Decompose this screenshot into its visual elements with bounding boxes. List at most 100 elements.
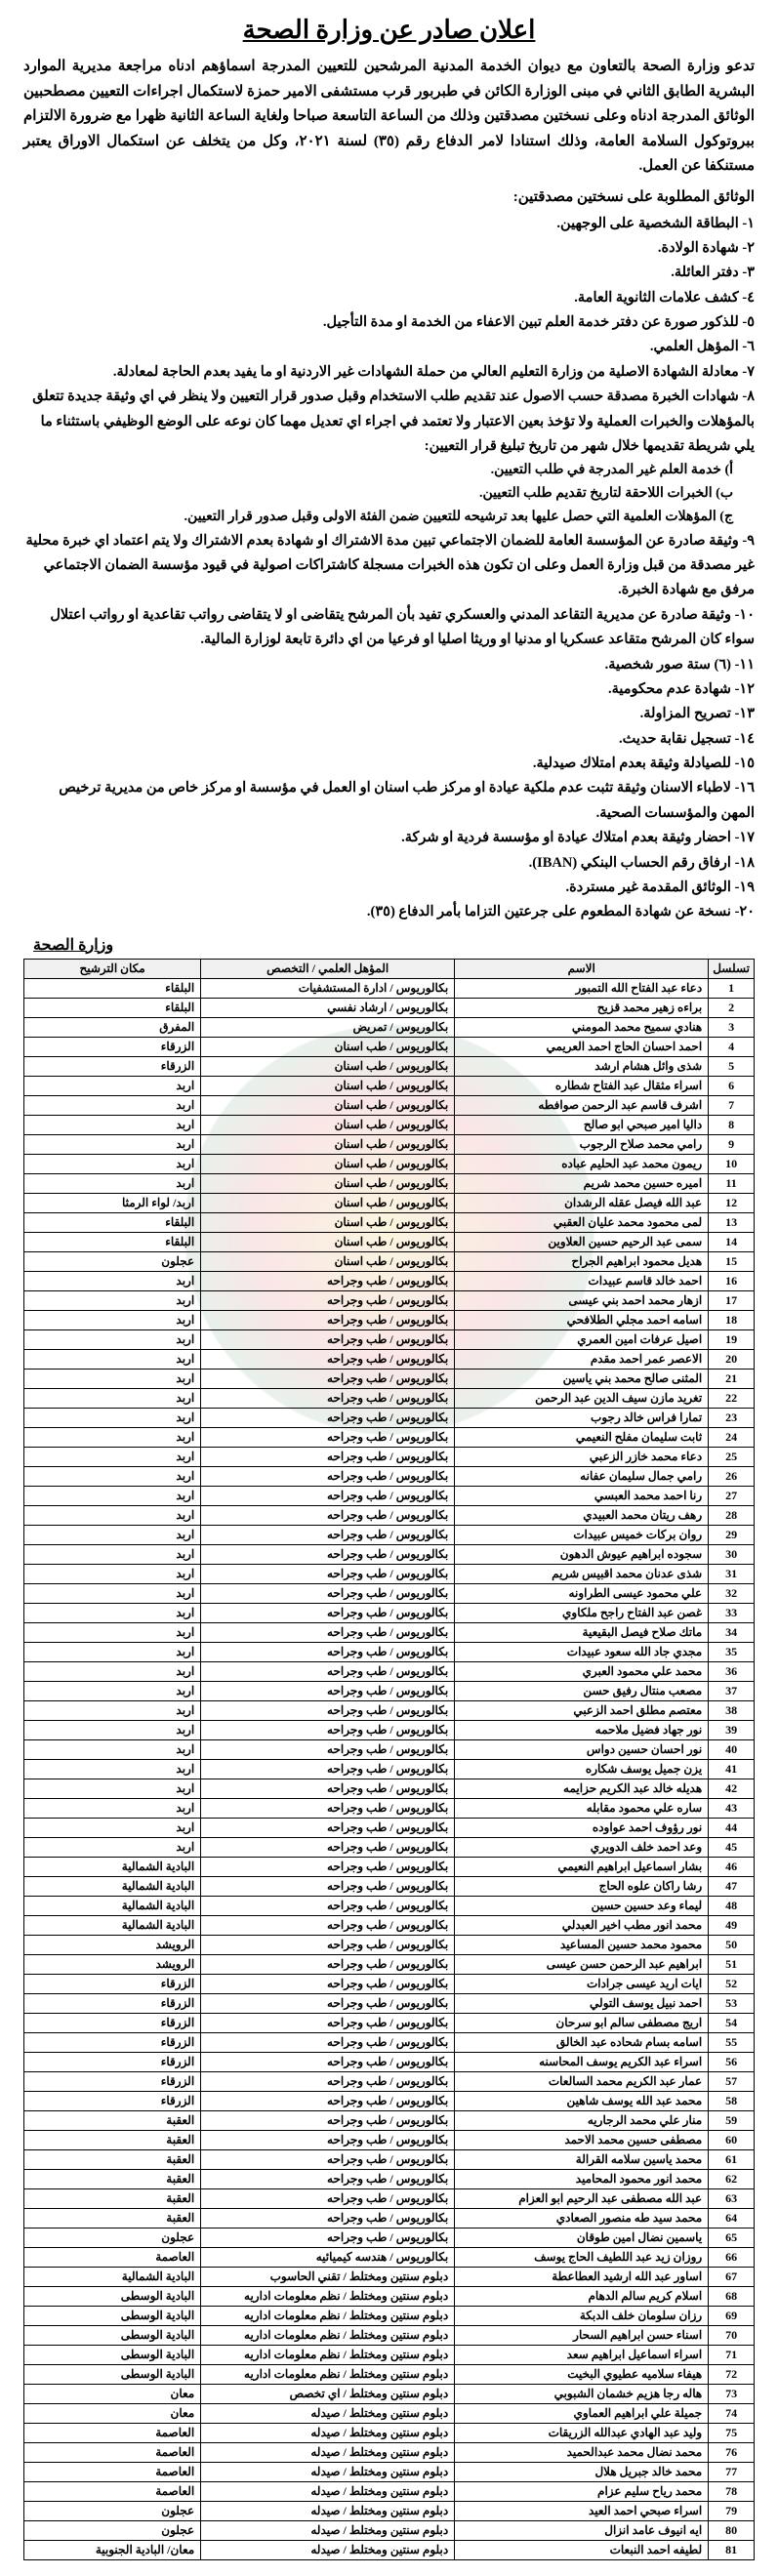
cell-qual: دبلوم سنتين ومختلط / نظم معلومات اداريه: [201, 2364, 455, 2384]
cell-loc: اربد: [24, 1642, 201, 1661]
cell-name: وعد احمد خلف الدويري: [455, 1837, 709, 1857]
doc-item: ٢- شهادة الولادة.: [23, 236, 755, 261]
cell-name: اسناء حسن ابراهيم السحار: [455, 2325, 709, 2345]
cell-name: بشار اسماعيل ابراهيم النعيمي: [455, 1857, 709, 1876]
cell-no: 33: [709, 1603, 755, 1622]
cell-qual: بكالوريوس / طب وجراحه: [201, 1798, 455, 1818]
intro-paragraph: تدعو وزارة الصحة بالتعاون مع ديوان الخدم…: [23, 55, 755, 180]
cell-name: عمار عبد الكريم محمد السالعات: [455, 2071, 709, 2091]
doc-item: ١٢- شهادة عدم محكومية.: [23, 677, 755, 702]
cell-qual: بكالوريوس / طب وجراحه: [201, 1622, 455, 1642]
cell-qual: بكالوريوس / طب وجراحه: [201, 1290, 455, 1310]
cell-qual: بكالوريوس / طب وجراحه: [201, 2013, 455, 2032]
doc-item: ٣- دفتر العائلة.: [23, 261, 755, 285]
cell-no: 27: [709, 1486, 755, 1505]
cell-no: 60: [709, 2130, 755, 2149]
doc-item: ٦- المؤهل العلمي.: [23, 335, 755, 359]
cell-qual: بكالوريوس / طب اسنان: [201, 1134, 455, 1154]
cell-name: اصيل عرفات امين العمري: [455, 1329, 709, 1349]
cell-loc: الرويشد: [24, 1954, 201, 1974]
cell-qual: بكالوريوس / طب وجراحه: [201, 2169, 455, 2188]
cell-name: اسراء اسماعيل ابراهيم سعد: [455, 2345, 709, 2364]
table-row: 29روان بركات خميس عبيداتبكالوريوس / طب و…: [24, 1525, 755, 1544]
cell-name: اميره حسين محمد شريم: [455, 1173, 709, 1193]
cell-loc: اربد: [24, 1290, 201, 1310]
cell-no: 38: [709, 1700, 755, 1720]
cell-name: ريمون محمد عبد الحليم عباده: [455, 1154, 709, 1173]
cell-loc: اربد: [24, 1583, 201, 1603]
table-row: 73هاله رجا هزيم خشمان الشبوبيدبلوم سنتين…: [24, 2384, 755, 2403]
doc-item: ١٦- لاطباء الاسنان وثيقة تثبت عدم ملكية …: [23, 776, 755, 826]
cell-no: 71: [709, 2345, 755, 2364]
cell-loc: معان/ البادية الجنوبية: [24, 2540, 201, 2559]
cell-name: ثابت سليمان مفلح النعيمي: [455, 1427, 709, 1447]
cell-no: 18: [709, 1310, 755, 1329]
table-header-row: تسلسل الاسم المؤهل العلمي / التخصص مكان …: [24, 959, 755, 978]
cell-qual: دبلوم سنتين ومختلط / صيدله: [201, 2462, 455, 2481]
cell-loc: البادية الوسطى: [24, 2345, 201, 2364]
cell-no: 74: [709, 2403, 755, 2423]
cell-name: ليماء وعد حسين حسين: [455, 1896, 709, 1915]
cell-loc: اربد: [24, 1329, 201, 1349]
cell-loc: البادية الوسطى: [24, 2325, 201, 2345]
cell-qual: بكالوريوس / تمريض: [201, 1017, 455, 1037]
cell-name: المثنى صالح محمد بني ياسين: [455, 1369, 709, 1388]
table-row: 26رامي جمال سليمان عفانهبكالوريوس / طب و…: [24, 1466, 755, 1486]
table-row: 49محمد انور مطب اخير العبدليبكالوريوس / …: [24, 1915, 755, 1935]
table-row: 54اريج مصطفى سالم ابو سرحانبكالوريوس / ط…: [24, 2013, 755, 2032]
table-row: 5شذى وائل هشام ارشدبكالوريوس / طب اسنانا…: [24, 1056, 755, 1076]
cell-loc: العقبة: [24, 2130, 201, 2149]
cell-name: محمد عبد الله يوسف شاهين: [455, 2091, 709, 2110]
cell-name: محمد علي محمود العبري: [455, 1661, 709, 1681]
cell-name: ازهار محمد احمد بني عيسى: [455, 1290, 709, 1310]
cell-loc: اربد: [24, 1271, 201, 1290]
col-qual: المؤهل العلمي / التخصص: [201, 959, 455, 978]
cell-no: 44: [709, 1818, 755, 1837]
cell-name: سجوده ابراهيم عيوش الدهون: [455, 1544, 709, 1564]
table-row: 1دعاء عبد الفتاح الله التمبوربكالوريوس /…: [24, 978, 755, 998]
cell-loc: معان: [24, 2403, 201, 2423]
page-title: اعلان صادر عن وزارة الصحة: [23, 16, 755, 45]
cell-name: مجدي جاد الله سعود عبيدات: [455, 1642, 709, 1661]
cell-no: 64: [709, 2208, 755, 2228]
doc-subitem: ب) الخبرات اللاحقة لتاريخ تقديم طلب التع…: [23, 482, 733, 506]
cell-no: 43: [709, 1798, 755, 1818]
cell-loc: معان: [24, 2384, 201, 2403]
cell-loc: الزرقاء: [24, 2032, 201, 2052]
cell-qual: دبلوم سنتين ومختلط / صيدله: [201, 2442, 455, 2462]
doc-subitem: ج) المؤهلات العلمية التي حصل عليها بعد ت…: [23, 506, 733, 529]
table-row: 81لطيفه احمد النبعاتدبلوم سنتين ومختلط /…: [24, 2540, 755, 2559]
cell-no: 41: [709, 1759, 755, 1779]
cell-loc: اربد: [24, 1154, 201, 1173]
cell-no: 69: [709, 2306, 755, 2325]
cell-qual: بكالوريوس / طب اسنان: [201, 1154, 455, 1173]
table-row: 40نور احسان حسين دواسبكالوريوس / طب وجرا…: [24, 1739, 755, 1759]
cell-name: محمود محمد حسين المساعيد: [455, 1935, 709, 1954]
cell-qual: بكالوريوس / هندسه كيميائيه: [201, 2247, 455, 2267]
cell-loc: اربد: [24, 1427, 201, 1447]
cell-qual: بكالوريوس / طب وجراحه: [201, 1954, 455, 1974]
table-row: 58محمد عبد الله يوسف شاهينبكالوريوس / طب…: [24, 2091, 755, 2110]
cell-loc: عجلون: [24, 2501, 201, 2520]
table-row: 55اسامه بسام شحاده عبد الخالقبكالوريوس /…: [24, 2032, 755, 2052]
cell-name: اساور عبد الله ارشيد العطاعطة: [455, 2267, 709, 2286]
table-row: 32علي محمود عيسى الطراونهبكالوريوس / طب …: [24, 1583, 755, 1603]
cell-loc: البادية الشمالية: [24, 1876, 201, 1896]
cell-no: 53: [709, 1993, 755, 2013]
table-row: 51ابراهيم عبد الرحمن حسن عيسىبكالوريوس /…: [24, 1954, 755, 1974]
cell-loc: اربد: [24, 1388, 201, 1408]
cell-no: 14: [709, 1232, 755, 1251]
doc-subitem: أ) خدمة العلم غير المدرجة في طلب التعيين…: [23, 459, 733, 482]
cell-qual: دبلوم سنتين ومختلط / صيدله: [201, 2423, 455, 2442]
cell-no: 22: [709, 1388, 755, 1408]
table-row: 80ايه انيوف عامد انزالدبلوم سنتين ومختلط…: [24, 2520, 755, 2540]
doc-item: ٧- معادلة الشهادة الاصلية من وزارة التعل…: [23, 360, 755, 385]
table-row: 43ساره علي محمود مقابلهبكالوريوس / طب وج…: [24, 1798, 755, 1818]
cell-qual: بكالوريوس / طب وجراحه: [201, 1408, 455, 1427]
cell-name: رامي جمال سليمان عفانه: [455, 1466, 709, 1486]
table-row: 30سجوده ابراهيم عيوش الدهونبكالوريوس / ط…: [24, 1544, 755, 1564]
cell-loc: اربد: [24, 1544, 201, 1564]
table-row: 4احمد احسان الحاج احمد العريميبكالوريوس …: [24, 1037, 755, 1056]
cell-loc: اربد/ لواء الرمثا: [24, 1193, 201, 1212]
cell-loc: العاصمة: [24, 2462, 201, 2481]
